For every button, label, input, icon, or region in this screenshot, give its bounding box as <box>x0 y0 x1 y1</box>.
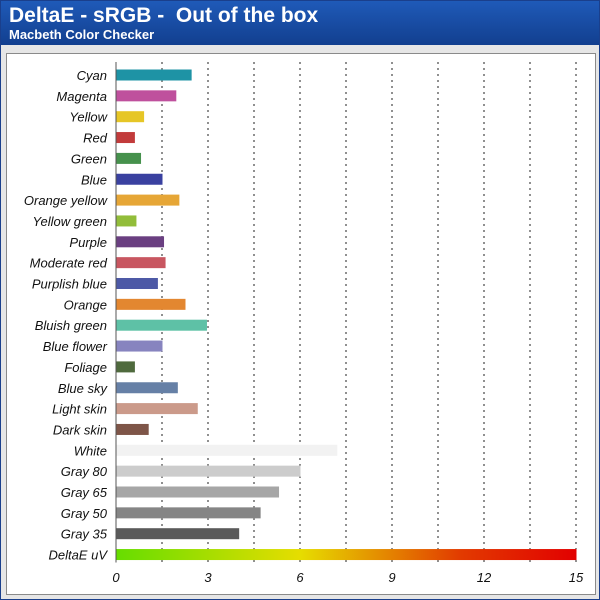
category-label: Gray 80 <box>61 464 108 479</box>
bars-group <box>116 69 577 561</box>
bar-gray-65 <box>116 486 280 498</box>
category-label: Purplish blue <box>32 277 107 292</box>
chart-title: DeltaE - sRGB - Out of the box <box>9 4 319 27</box>
bar-yellow <box>116 111 145 123</box>
category-label: Purple <box>69 235 107 250</box>
category-label: Gray 65 <box>61 485 108 500</box>
bar-blue-flower <box>116 340 163 352</box>
bar-deltae-uv <box>116 549 577 561</box>
category-label: Gray 50 <box>61 506 108 521</box>
bar-purplish-blue <box>116 278 158 289</box>
x-tick-label: 6 <box>296 570 304 585</box>
bar-blue <box>116 173 163 185</box>
chart-header: DeltaE - sRGB - Out of the box Macbeth C… <box>1 1 599 45</box>
bar-orange-yellow <box>116 194 180 206</box>
bar-purple <box>116 236 165 248</box>
category-label: DeltaE uV <box>48 548 108 563</box>
x-tick-label: 15 <box>569 570 584 585</box>
bar-red <box>116 132 135 144</box>
bar-bluish-green <box>116 319 207 331</box>
bar-gray-35 <box>116 528 240 540</box>
bar-white <box>116 444 338 456</box>
bar-green <box>116 152 142 164</box>
bar-orange <box>116 298 186 310</box>
category-labels: Cyan Magenta Yellow Red Green Blue Orange yell… <box>24 68 109 563</box>
x-tick-labels: 0 3 6 9 12 15 <box>112 570 584 585</box>
x-tick-label: 3 <box>204 570 212 585</box>
x-tick-label: 12 <box>477 570 492 585</box>
bar-gray-50 <box>116 507 261 519</box>
bar-magenta <box>116 90 177 102</box>
bar-yellow-green <box>116 215 137 227</box>
category-label: Foliage <box>64 360 107 375</box>
x-tick-label: 0 <box>112 570 120 585</box>
category-label: Light skin <box>52 402 107 417</box>
category-label: Gray 35 <box>61 527 108 542</box>
category-label: Moderate red <box>30 256 108 271</box>
bar-gray-80 <box>116 465 301 477</box>
category-label: Orange <box>64 297 107 312</box>
category-label: Green <box>71 151 107 166</box>
bar-cyan <box>116 69 192 81</box>
bar-chart: Cyan Magenta Yellow Red Green Blue Orange yell… <box>24 62 584 585</box>
category-label: Blue flower <box>43 339 108 354</box>
category-label: Magenta <box>56 89 107 104</box>
bar-blue-sky <box>116 382 178 394</box>
bar-light-skin <box>116 403 198 415</box>
bar-foliage <box>116 361 135 373</box>
bar-dark-skin <box>116 423 149 435</box>
category-label: Red <box>83 131 108 146</box>
category-label: Blue sky <box>58 381 109 396</box>
category-label: Yellow green <box>33 214 107 229</box>
x-tick-label: 9 <box>388 570 395 585</box>
chart-subtitle: Macbeth Color Checker <box>9 27 155 42</box>
category-label: Bluish green <box>35 318 107 333</box>
category-label: White <box>74 443 107 458</box>
category-label: Orange yellow <box>24 193 109 208</box>
category-label: Yellow <box>69 110 108 125</box>
category-label: Cyan <box>77 68 107 83</box>
category-label: Blue <box>81 172 107 187</box>
bar-moderate-red <box>116 257 166 269</box>
plot-panel: Cyan Magenta Yellow Red Green Blue Orange yell… <box>6 53 596 595</box>
grid-lines <box>115 62 577 563</box>
category-label: Dark skin <box>53 422 107 437</box>
